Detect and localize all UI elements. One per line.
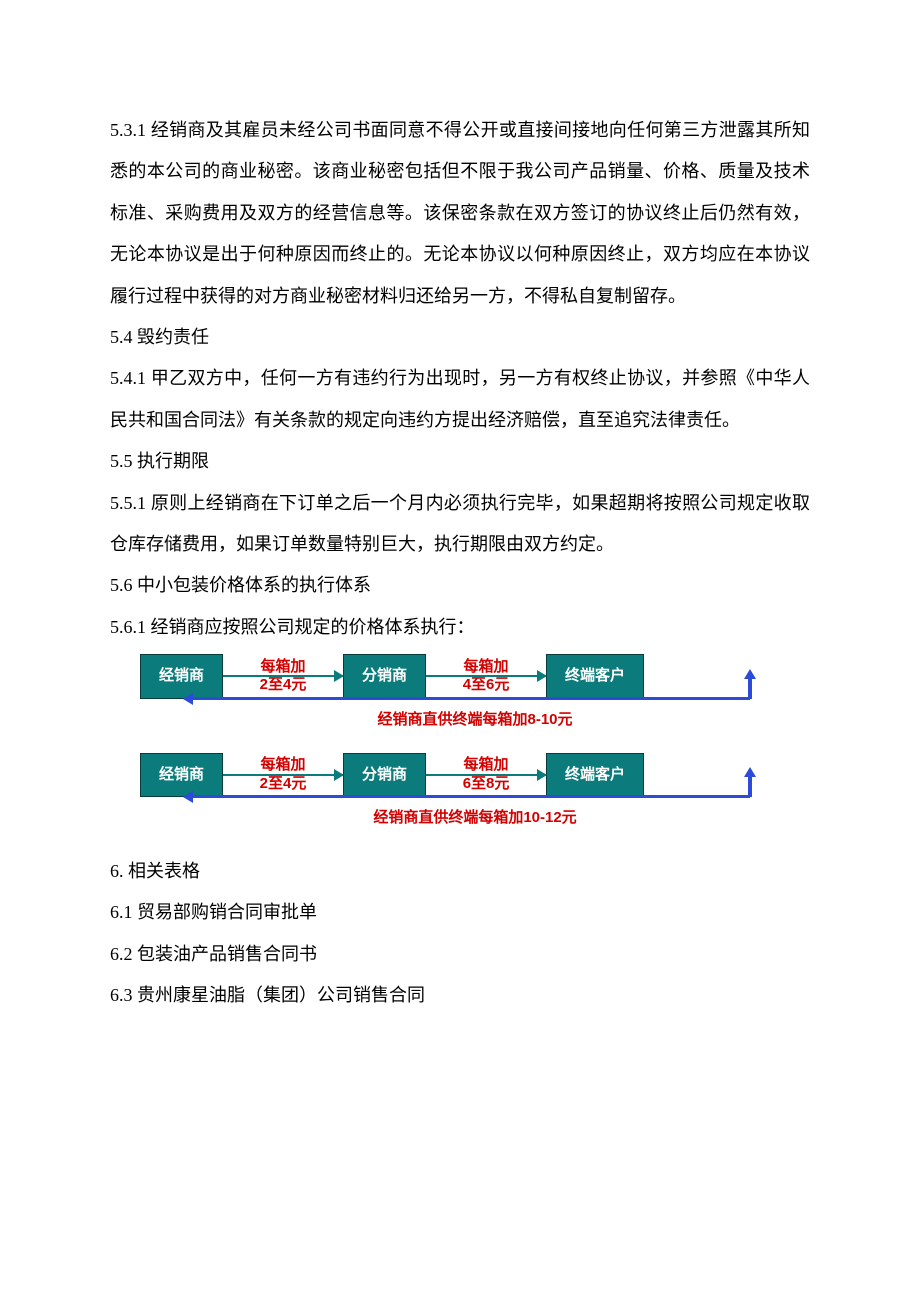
flowchart-2-row: 经销商 每箱加 2至4元 分销商 每箱加 6至8元 终端客户 <box>140 753 810 798</box>
para-5-6-1: 5.6.1 经销商应按照公司规定的价格体系执行： <box>110 607 810 648</box>
flow-arrow-2: 每箱加 4至6元 <box>426 659 546 694</box>
document-page: 5.3.1 经销商及其雇员未经公司书面同意不得公开或直接间接地向任何第三方泄露其… <box>0 0 920 1077</box>
flow-node-distributor: 分销商 <box>343 654 426 699</box>
arrow-left-icon <box>190 795 750 798</box>
flowchart-1-direct-text: 经销商直供终端每箱加8-10元 <box>140 703 810 738</box>
para-6-1: 6.1 贸易部购销合同审批单 <box>110 892 810 933</box>
flow-node-terminal: 终端客户 <box>546 753 644 798</box>
flowchart-2: 经销商 每箱加 2至4元 分销商 每箱加 6至8元 终端客户 经销商直供终端每箱… <box>110 753 810 828</box>
para-5-4-1: 5.4.1 甲乙双方中，任何一方有违约行为出现时，另一方有权终止协议，并参照《中… <box>110 358 810 441</box>
flowchart-1-row: 经销商 每箱加 2至4元 分销商 每箱加 4至6元 终端客户 <box>140 654 810 699</box>
flow-node-dealer: 经销商 <box>140 654 223 699</box>
flow-arrow-1-top: 每箱加 <box>261 757 306 774</box>
para-6-2: 6.2 包装油产品销售合同书 <box>110 934 810 975</box>
arrow-right-icon <box>426 675 546 677</box>
flow-arrow-1-bottom: 2至4元 <box>260 677 307 694</box>
para-5-5: 5.5 执行期限 <box>110 441 810 482</box>
flow-arrow-1-top: 每箱加 <box>261 659 306 676</box>
arrow-right-icon <box>223 675 343 677</box>
flowchart-2-direct-text: 经销商直供终端每箱加10-12元 <box>140 801 810 836</box>
para-6: 6. 相关表格 <box>110 851 810 892</box>
flow-arrow-2-bottom: 4至6元 <box>463 677 510 694</box>
flow-arrow-2-top: 每箱加 <box>464 659 509 676</box>
arrow-up-icon <box>748 677 752 699</box>
para-5-3-1: 5.3.1 经销商及其雇员未经公司书面同意不得公开或直接间接地向任何第三方泄露其… <box>110 110 810 317</box>
flow-arrow-2-bottom: 6至8元 <box>463 776 510 793</box>
flow-node-distributor: 分销商 <box>343 753 426 798</box>
flowchart-1: 经销商 每箱加 2至4元 分销商 每箱加 4至6元 终端客户 经销商直供终端每箱… <box>110 654 810 729</box>
flow-arrow-2-top: 每箱加 <box>464 757 509 774</box>
para-5-5-1: 5.5.1 原则上经销商在下订单之后一个月内必须执行完毕，如果超期将按照公司规定… <box>110 483 810 566</box>
flow-arrow-1-bottom: 2至4元 <box>260 776 307 793</box>
para-6-3: 6.3 贵州康星油脂（集团）公司销售合同 <box>110 975 810 1016</box>
arrow-right-icon <box>426 774 546 776</box>
para-5-6: 5.6 中小包装价格体系的执行体系 <box>110 565 810 606</box>
flow-node-dealer: 经销商 <box>140 753 223 798</box>
arrow-up-icon <box>748 775 752 797</box>
flow-arrow-1: 每箱加 2至4元 <box>223 757 343 792</box>
flow-arrow-1: 每箱加 2至4元 <box>223 659 343 694</box>
arrow-left-icon <box>190 697 750 700</box>
flowchart-1-direct: 经销商直供终端每箱加8-10元 <box>140 697 810 729</box>
flow-node-terminal: 终端客户 <box>546 654 644 699</box>
flow-arrow-2: 每箱加 6至8元 <box>426 757 546 792</box>
para-5-4: 5.4 毁约责任 <box>110 317 810 358</box>
arrow-right-icon <box>223 774 343 776</box>
flowchart-2-direct: 经销商直供终端每箱加10-12元 <box>140 795 810 827</box>
